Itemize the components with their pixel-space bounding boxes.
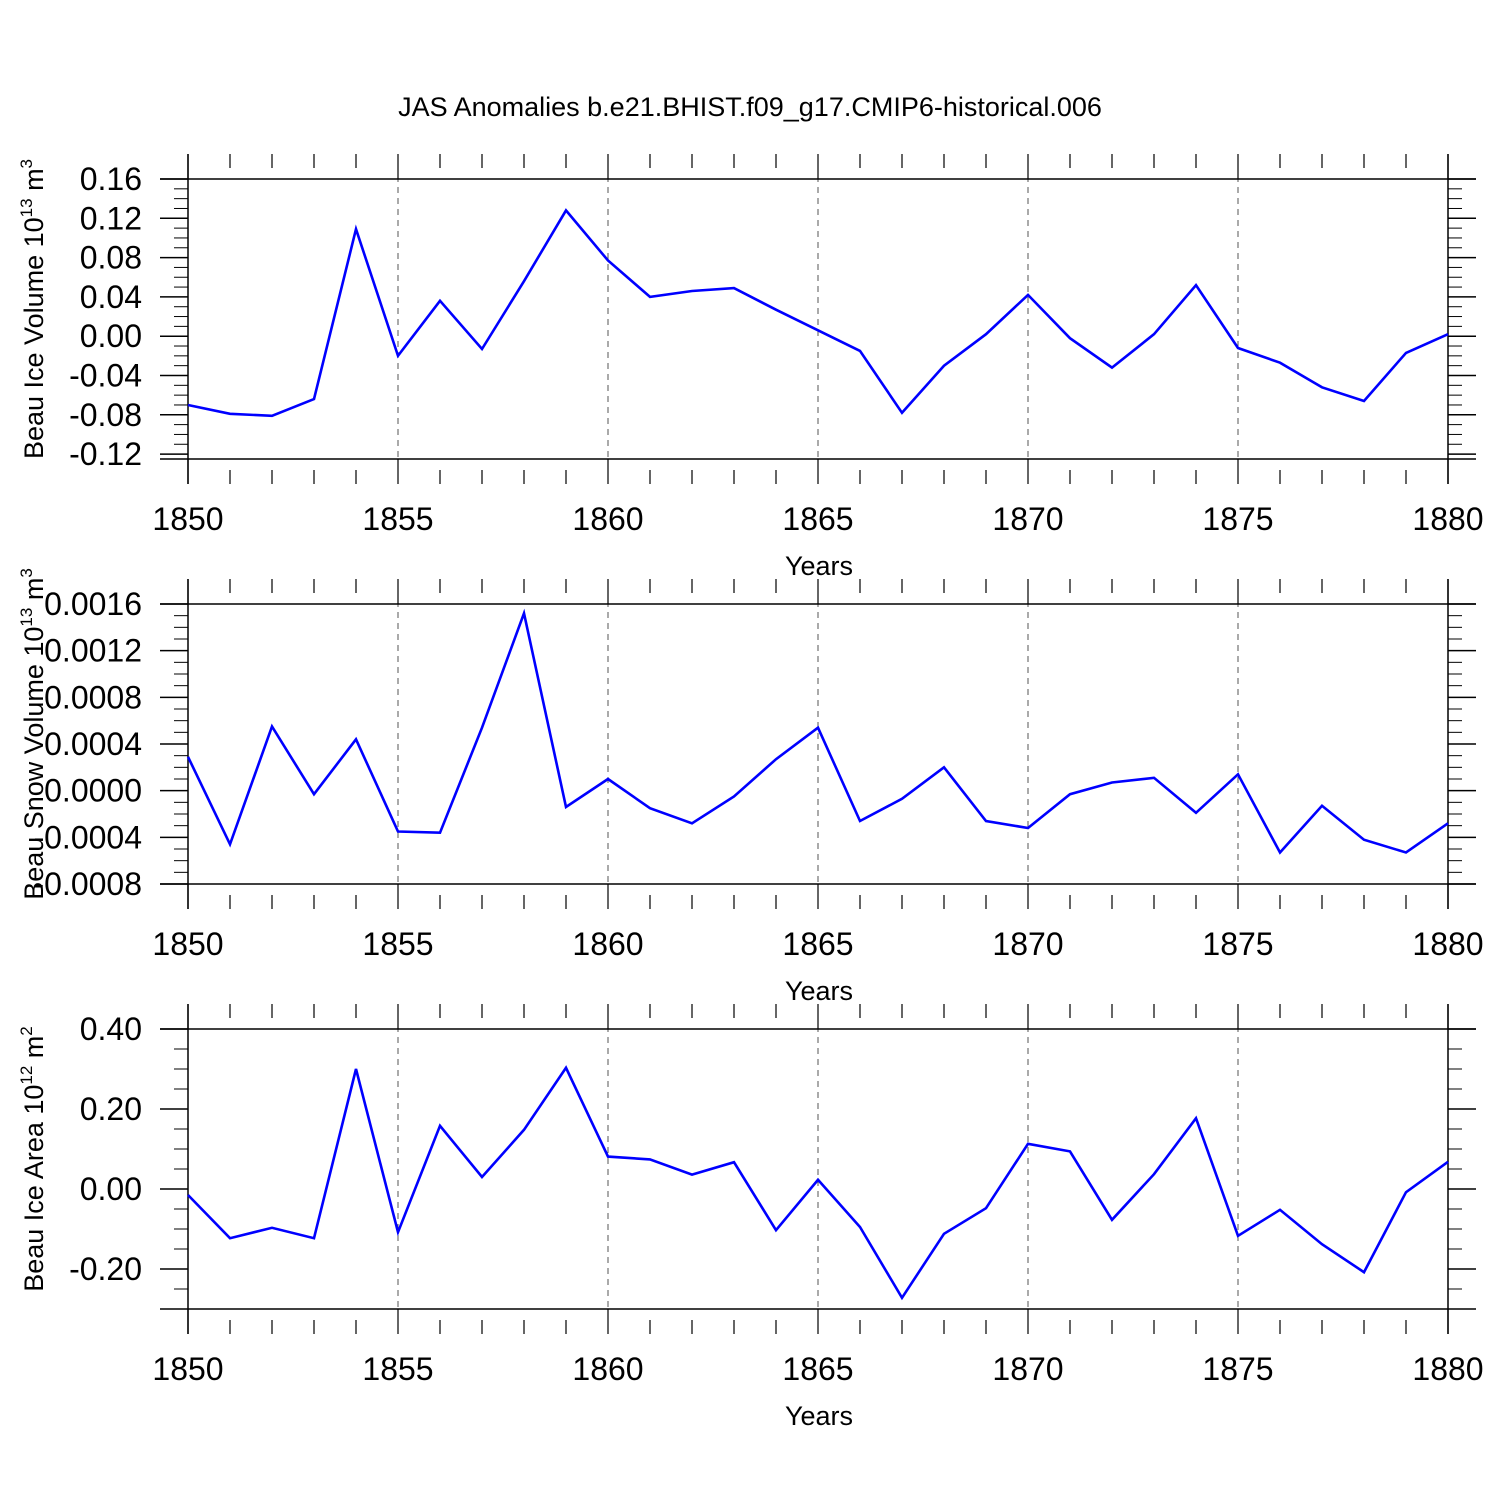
y-tick-label: -0.08 <box>69 397 142 433</box>
x-tick-label: 1875 <box>1202 926 1273 962</box>
y-tick-label: 0.0008 <box>44 679 142 715</box>
x-axis-label: Years <box>785 976 853 1006</box>
x-tick-label: 1855 <box>362 1351 433 1387</box>
y-tick-label: 0.0004 <box>44 726 142 762</box>
x-tick-label: 1875 <box>1202 1351 1273 1387</box>
x-axis-label: Years <box>785 1401 853 1431</box>
y-axis-label: Beau Ice Area 1012 m2 <box>17 1026 49 1292</box>
x-tick-label: 1850 <box>152 501 223 537</box>
y-tick-label: 0.0000 <box>44 773 142 809</box>
y-tick-label: 0.04 <box>80 279 142 315</box>
y-tick-label: -0.0008 <box>33 866 142 902</box>
y-tick-label: 0.0016 <box>44 586 142 622</box>
x-tick-label: 1880 <box>1412 926 1483 962</box>
panel-1: -0.12-0.08 -0.040.000.040.08 0.120.16 1850 1… <box>17 154 1484 581</box>
x-tick-label: 1875 <box>1202 501 1273 537</box>
y-tick-label: 0.40 <box>80 1011 142 1047</box>
y-tick-label: 0.00 <box>80 318 142 354</box>
data-series-line <box>186 608 1449 855</box>
x-tick-label: 1865 <box>782 926 853 962</box>
x-tick-label: 1870 <box>992 926 1063 962</box>
x-tick-label: 1865 <box>782 501 853 537</box>
y-tick-label: 0.0012 <box>44 633 142 669</box>
y-axis-label: Beau Ice Volume 1013 m3 <box>17 159 49 459</box>
x-tick-label: 1880 <box>1412 1351 1483 1387</box>
y-tick-label: 0.00 <box>80 1171 142 1207</box>
data-series-line <box>187 208 1449 418</box>
x-tick-label: 1865 <box>782 1351 853 1387</box>
x-tick-label: 1855 <box>362 926 433 962</box>
y-tick-label: -0.20 <box>69 1251 142 1287</box>
y-tick-label: 0.20 <box>80 1091 142 1127</box>
x-tick-label: 1860 <box>572 1351 643 1387</box>
x-axis-label: Years <box>785 551 853 581</box>
y-tick-label: -0.0004 <box>33 819 142 855</box>
x-tick-label: 1860 <box>572 926 643 962</box>
y-tick-label: 0.12 <box>80 200 142 236</box>
y-tick-label: 0.16 <box>80 161 142 197</box>
y-tick-label: -0.12 <box>69 436 142 472</box>
x-tick-label: 1855 <box>362 501 433 537</box>
x-tick-label: 1880 <box>1412 501 1483 537</box>
x-tick-label: 1860 <box>572 501 643 537</box>
y-tick-label: -0.04 <box>69 357 142 393</box>
x-tick-label: 1870 <box>992 1351 1063 1387</box>
data-series-line <box>187 1065 1449 1301</box>
x-tick-label: 1850 <box>152 926 223 962</box>
y-axis-label: Beau Snow Volume 1013 m3 <box>17 568 49 900</box>
x-tick-label: 1870 <box>992 501 1063 537</box>
x-tick-label: 1850 <box>152 1351 223 1387</box>
panel-3: -0.20 0.00 0.20 0.40 1850 1855 1860 1865 1870 187… <box>17 1004 1484 1431</box>
panel-2: -0.0008 -0.0004 0.0000 0.0004 0.0008 0.0012 0.… <box>17 568 1484 1006</box>
y-tick-label: 0.08 <box>80 240 142 276</box>
chart-title: JAS Anomalies b.e21.BHIST.f09_g17.CMIP6-… <box>398 92 1102 122</box>
